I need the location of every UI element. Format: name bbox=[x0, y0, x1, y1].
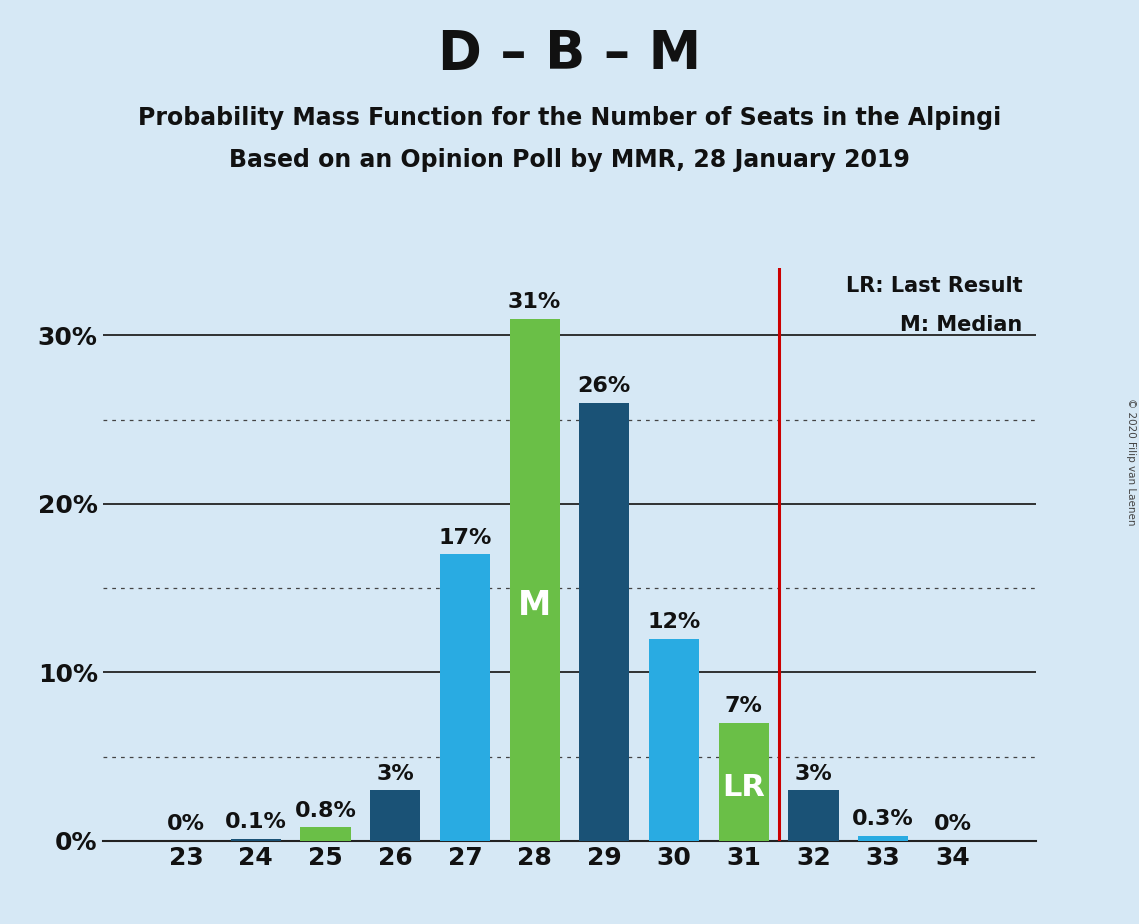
Text: Probability Mass Function for the Number of Seats in the Alpingi: Probability Mass Function for the Number… bbox=[138, 106, 1001, 130]
Bar bbox=[649, 638, 699, 841]
Text: 31%: 31% bbox=[508, 292, 562, 311]
Text: Based on an Opinion Poll by MMR, 28 January 2019: Based on an Opinion Poll by MMR, 28 Janu… bbox=[229, 148, 910, 172]
Bar bbox=[509, 319, 559, 841]
Text: 0.3%: 0.3% bbox=[852, 809, 913, 829]
Text: M: M bbox=[518, 590, 551, 622]
Bar bbox=[719, 723, 769, 841]
Text: 12%: 12% bbox=[647, 612, 700, 632]
Bar bbox=[370, 790, 420, 841]
Bar bbox=[301, 827, 351, 841]
Text: 7%: 7% bbox=[724, 696, 763, 716]
Text: 0.1%: 0.1% bbox=[224, 812, 287, 833]
Bar bbox=[440, 554, 490, 841]
Text: 0%: 0% bbox=[934, 814, 972, 834]
Text: © 2020 Filip van Laenen: © 2020 Filip van Laenen bbox=[1126, 398, 1136, 526]
Text: 0.8%: 0.8% bbox=[295, 800, 357, 821]
Bar bbox=[858, 836, 908, 841]
Text: 26%: 26% bbox=[577, 376, 631, 396]
Text: LR: Last Result: LR: Last Result bbox=[846, 276, 1023, 297]
Text: D – B – M: D – B – M bbox=[437, 28, 702, 79]
Text: LR: LR bbox=[722, 773, 765, 802]
Bar bbox=[580, 403, 630, 841]
Text: 0%: 0% bbox=[167, 814, 205, 834]
Text: 3%: 3% bbox=[376, 763, 415, 784]
Text: M: Median: M: Median bbox=[900, 315, 1023, 335]
Text: 3%: 3% bbox=[795, 763, 833, 784]
Bar bbox=[231, 839, 281, 841]
Bar bbox=[788, 790, 838, 841]
Text: 17%: 17% bbox=[439, 528, 492, 548]
